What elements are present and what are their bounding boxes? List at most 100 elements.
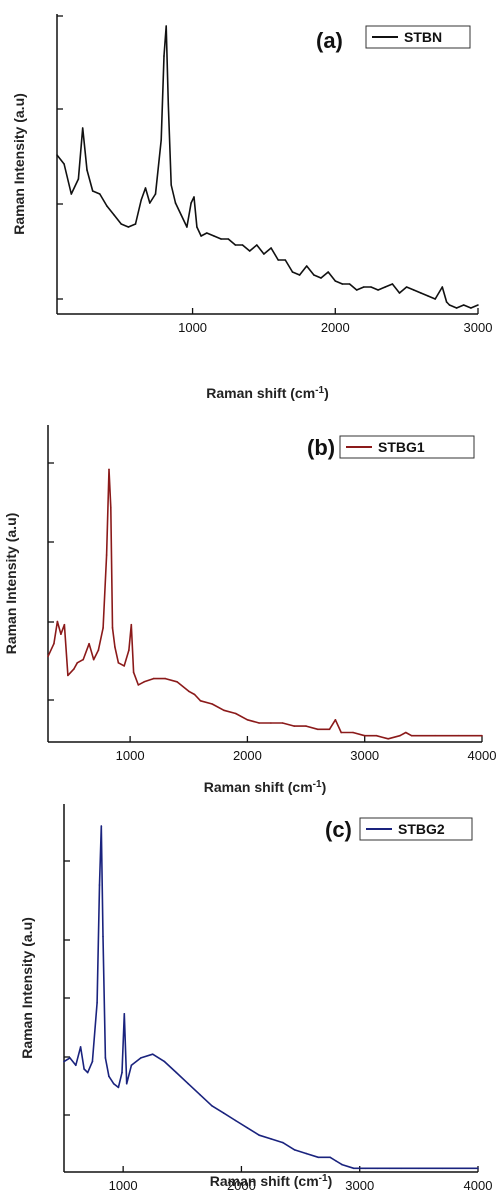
panel-2-data-point-41 [328,728,331,731]
panel-2-data-point-33 [234,712,237,715]
panel-1-data-point-45 [320,277,322,279]
panel-2-legend-label: STBG1 [378,439,425,455]
panel-1-data-point-9 [113,214,115,216]
panel-1-data-point-33 [234,244,237,246]
panel-2-data-point-15 [110,506,112,509]
panel-1-data-point-34 [241,244,244,246]
panel-3-data-point-12 [108,1075,110,1078]
panel-2-data-point-36 [270,722,272,724]
panel-1-data-point-2 [70,193,73,195]
panel-2-data-point-12 [102,627,104,629]
panel-2-data-point-2 [56,620,59,623]
panel-2-data-point-42 [334,719,337,721]
panel-1-data-point-67 [470,307,472,309]
panel-3-data-point-4 [83,1068,85,1070]
panel-2-data-point-18 [117,662,120,664]
panel-1-data-point-68 [477,304,479,306]
panel-3-data-point-15 [121,1071,123,1074]
panel-1-legend-label: STBN [404,29,442,45]
panel-2-data-point-24 [143,681,145,683]
panel-2-data-point-8 [82,658,84,661]
panel-1-data-point-5 [86,169,88,171]
panel-3-data-point-1 [69,1057,71,1059]
panel-1-data-point-38 [270,247,272,249]
panel-1-data-point-13 [140,199,142,201]
panel-2-data-point-32 [223,709,225,712]
panel-2-data-point-34 [246,719,249,721]
panel-2-data-point-47 [387,738,390,740]
panel-2-data-point-9 [88,642,90,645]
panel-1-data-point-36 [255,244,258,246]
panel-1-y-axis-title: Raman Intensity (a.u) [11,93,27,235]
panel-2-x-tick-label-3000: 3000 [350,748,379,763]
panel-3-data-point-31 [282,1141,284,1144]
panel-1-data-point-3 [77,178,80,180]
panel-3-x-axis-title: Raman shift (cm-1) [210,1173,333,1189]
panel-3-data-point-10 [102,935,104,938]
panel-2-data-point-35 [258,722,260,724]
panel-3-data-point-28 [246,1127,249,1129]
panel-2-label: (b) [307,435,335,460]
panel-1-data-point-24 [186,226,188,228]
panel-2-data-point-10 [92,658,95,661]
panel-3-data-point-34 [317,1156,320,1159]
panel-2-data-point-52 [457,734,460,737]
panel-1-data-point-62 [441,286,444,288]
panel-3-data-point-11 [104,1057,107,1059]
panel-1-data-point-30 [213,235,215,237]
panel-1-data-point-50 [355,289,358,291]
panel-2-data-point-38 [293,725,296,727]
panel-1-data-point-18 [163,55,165,57]
panel-1-data-point-61 [434,298,437,300]
panel-1-data-point-43 [305,265,308,267]
panel-3-data-point-29 [258,1134,261,1136]
panel-3-data-point-41 [388,1167,391,1170]
panel-1-data-point-54 [384,286,387,288]
panel-3-data-point-17 [125,1082,128,1085]
panel-1-data-point-63 [445,301,448,303]
panel-3-data-point-39 [364,1167,367,1170]
panel-1-x-tick-label-2000: 2000 [321,320,350,335]
panel-1-data-point-35 [248,250,251,252]
panel-1-data-point-42 [298,274,301,276]
panel-3-legend-box [359,817,473,841]
panel-2-data-point-28 [188,690,190,693]
panel-3-data-point-8 [98,884,101,886]
panel-1-data-point-44 [313,274,315,276]
panel-1-data-point-10 [120,223,122,225]
panel-3-data-point-22 [175,1071,178,1074]
panel-2-data-point-7 [76,662,79,664]
panel-1-data-point-27 [196,226,198,228]
panel-3-data-point-0 [63,1060,65,1063]
panel-2-x-tick-label-1000: 1000 [116,748,145,763]
panel-2-data-point-39 [305,725,307,727]
panel-3-x-tick-label-4000: 4000 [464,1178,493,1190]
panel-3-data-point-18 [130,1064,133,1067]
panel-3-data-point-35 [329,1156,331,1159]
panel-2-data-point-11 [97,649,100,651]
panel-1-data-point-39 [277,259,280,261]
panel-1-data-point-0 [56,154,58,156]
panel-1-data-point-6 [91,190,94,192]
panel-1-data-point-14 [144,187,147,189]
panel-2-x-tick-label-4000: 4000 [468,748,497,763]
panel-3-data-point-7 [96,1001,98,1004]
panel-2-data-point-5 [67,674,69,677]
panel-3-data-point-36 [335,1160,337,1162]
panel-2-data-point-14 [108,468,110,471]
panel-1-data-point-1 [63,163,65,165]
panel-1-data-point-7 [99,193,101,195]
panel-2-data-point-30 [199,700,202,702]
panel-3-data-point-2 [75,1064,77,1067]
panel-2-data-point-16 [111,627,114,629]
panel-2-data-point-13 [105,554,108,556]
panel-2-data-point-25 [152,677,155,680]
panel-1-data-point-32 [227,238,230,240]
panel-3-data-point-40 [376,1167,379,1170]
panel-3-data-point-38 [353,1167,355,1170]
panel-3-data-point-21 [163,1060,166,1063]
panel-2-data-point-17 [114,646,116,648]
panel-2-data-point-22 [132,671,135,674]
panel-1-series-line-stbn [56,25,479,309]
